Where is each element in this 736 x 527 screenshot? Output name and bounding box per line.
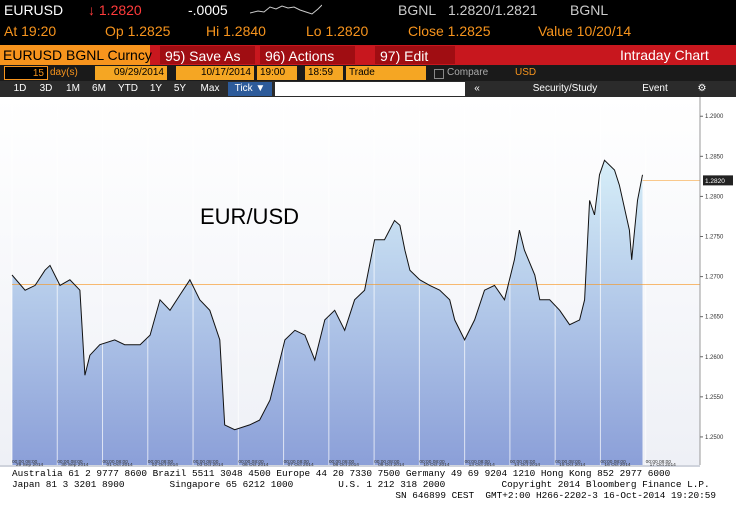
search-input[interactable] <box>275 82 465 96</box>
ticker: EURUSD <box>4 2 64 18</box>
x-tick-label: 17 Oct 2014 <box>650 462 676 467</box>
last-price-label: 1.2820 <box>705 178 725 185</box>
view-title: Intraday Chart <box>620 47 709 63</box>
study-button[interactable]: Security/Study <box>532 83 598 94</box>
x-tick-time: 00:00 08:00 <box>57 459 83 465</box>
field-select[interactable]: Trade <box>346 66 426 80</box>
settings-button[interactable]: ⚙ <box>697 83 707 94</box>
collapse-button[interactable]: « <box>474 83 480 94</box>
x-tick-label: 09 Oct 2014 <box>378 462 404 467</box>
security-field[interactable]: EURUSD BGNL Curncy <box>0 45 152 65</box>
x-tick-label: 30 Sep 2014 <box>61 462 89 467</box>
chart-title: EUR/USD <box>200 204 299 229</box>
range-button[interactable]: YTD <box>118 83 138 94</box>
y-tick-label: 1.2650 <box>705 315 724 321</box>
chart: EUR/USD 1.2900 1.2850 1.2800 1.2750 1.2700 1.… <box>0 97 736 467</box>
event-button[interactable]: Event <box>642 83 668 94</box>
range-button[interactable]: 3D <box>39 83 53 94</box>
price-line <box>11 159 643 431</box>
footer-line: SN 646899 CEST GMT+2:00 H266-2202-3 16-O… <box>395 490 716 501</box>
quote-low: Lo 1.2820 <box>306 23 369 39</box>
x-tick-label: 13 Oct 2014 <box>469 462 495 467</box>
quote-row: At 19:20 Op 1.2825 Hi 1.2840 Lo 1.2820 C… <box>0 20 736 42</box>
toolbar: EURUSD BGNL Curncy 95) Save As 96) Actio… <box>0 45 736 65</box>
actions-button[interactable]: 96) Actions <box>260 46 355 64</box>
ticker-row: EURUSD ↓ 1.2820 -.0005 BGNL 1.2820/1.282… <box>0 0 736 20</box>
x-tick-label: 06 Oct 2014 <box>242 462 268 467</box>
x-tick-label: 14 Oct 2014 <box>514 462 540 467</box>
x-tick-time: 00:00 08:00 <box>148 459 174 465</box>
time-to[interactable]: 18:59 <box>305 66 343 80</box>
range-button[interactable]: 1D <box>13 83 27 94</box>
currency: USD <box>515 67 537 78</box>
source: BGNL <box>570 2 609 18</box>
last-price-box <box>703 175 733 186</box>
edit-button[interactable]: 97) Edit <box>375 46 455 64</box>
range-button[interactable]: 1M <box>66 83 80 94</box>
x-tick-time: 00:00 08:00 <box>103 459 129 465</box>
range-button[interactable]: 1Y <box>149 83 163 94</box>
quote-close: Close 1.2825 <box>408 23 491 39</box>
y-tick-label: 1.2500 <box>705 435 724 441</box>
y-tick-label: 1.2700 <box>705 275 724 281</box>
axis-background <box>700 97 736 467</box>
last-price: ↓ 1.2820 <box>88 2 142 18</box>
source: BGNL <box>398 2 437 18</box>
y-tick-label: 1.2850 <box>705 154 724 160</box>
x-tick-time: 00:00 08:00 <box>193 459 219 465</box>
y-tick-label: 1.2600 <box>705 355 724 361</box>
x-tick-label: 07 Oct 2014 <box>288 462 314 467</box>
quote-time: At 19:20 <box>4 23 57 39</box>
compare-label: Compare <box>447 67 489 78</box>
x-tick-label: 16 Oct 2014 <box>604 462 630 467</box>
time-from[interactable]: 19:00 <box>257 66 297 80</box>
period-unit[interactable]: day(s) <box>50 67 78 78</box>
x-tick-time: 00:00 08:00 <box>374 459 400 465</box>
bid-ask: 1.2820/1.2821 <box>448 2 538 18</box>
x-tick-time: 00:00 08:00 <box>238 459 264 465</box>
x-tick-label: 02 Oct 2014 <box>152 462 178 467</box>
x-tick-time: 00:00 08:00 <box>12 459 38 465</box>
footer: Australia 61 2 9777 8600 Brazil 5511 304… <box>0 467 736 527</box>
range-button[interactable]: 5Y <box>173 83 187 94</box>
x-tick-label: 01 Oct 2014 <box>107 462 133 467</box>
x-tick-label: 08 Oct 2014 <box>333 462 359 467</box>
x-tick-time: 00:00 08:00 <box>465 459 491 465</box>
y-tick-label: 1.2550 <box>705 395 724 401</box>
x-tick-time: 00:00 08:00 <box>284 459 310 465</box>
footer-line: Australia 61 2 9777 8600 Brazil 5511 304… <box>12 468 671 479</box>
x-tick-time: 00:00 08:00 <box>329 459 355 465</box>
y-tick-label: 1.2900 <box>705 114 724 120</box>
area-fill <box>12 160 643 466</box>
sparkline <box>250 4 322 15</box>
x-tick-label: 03 Oct 2014 <box>197 462 223 467</box>
x-tick-time: 00:00 08:00 <box>600 459 626 465</box>
x-axis-band <box>0 465 700 467</box>
range-button[interactable]: Max <box>200 83 220 94</box>
x-tick-label: 29 Sep 2014 <box>16 462 44 467</box>
quote-high: Hi 1.2840 <box>206 23 266 39</box>
range-row: 1D 3D 1M 6M YTD 1Y 5Y Max Tick ▼ « Secur… <box>0 81 736 97</box>
x-tick-time: 00:00 08:00 <box>510 459 536 465</box>
x-tick-time: 00:00 08:00 <box>646 459 672 465</box>
net-change: -.0005 <box>188 2 228 18</box>
quote-open: Op 1.2825 <box>105 23 171 39</box>
y-tick-label: 1.2800 <box>705 194 724 200</box>
start-date[interactable]: 09/29/2014 <box>95 66 167 80</box>
footer-line: Japan 81 3 3201 8900 Singapore 65 6212 1… <box>12 479 710 490</box>
period-field[interactable]: 15 <box>4 66 48 80</box>
quote-value: Value 10/20/14 <box>538 23 632 39</box>
range-button[interactable]: 6M <box>92 83 106 94</box>
x-tick-label: 15 Oct 2014 <box>559 462 585 467</box>
save-as-button[interactable]: 95) Save As <box>160 46 255 64</box>
compare-checkbox[interactable] <box>434 69 444 79</box>
x-tick-time: 00:00 08:00 <box>419 459 445 465</box>
tick-button[interactable]: Tick ▼ <box>228 82 272 96</box>
end-date[interactable]: 10/17/2014 <box>176 66 254 80</box>
settings-row: 15 day(s) 09/29/2014 10/17/2014 19:00 18… <box>0 65 736 81</box>
y-tick-label: 1.2750 <box>705 235 724 241</box>
x-tick-time: 00:00 08:00 <box>555 459 581 465</box>
x-tick-label: 10 Oct 2014 <box>423 462 449 467</box>
